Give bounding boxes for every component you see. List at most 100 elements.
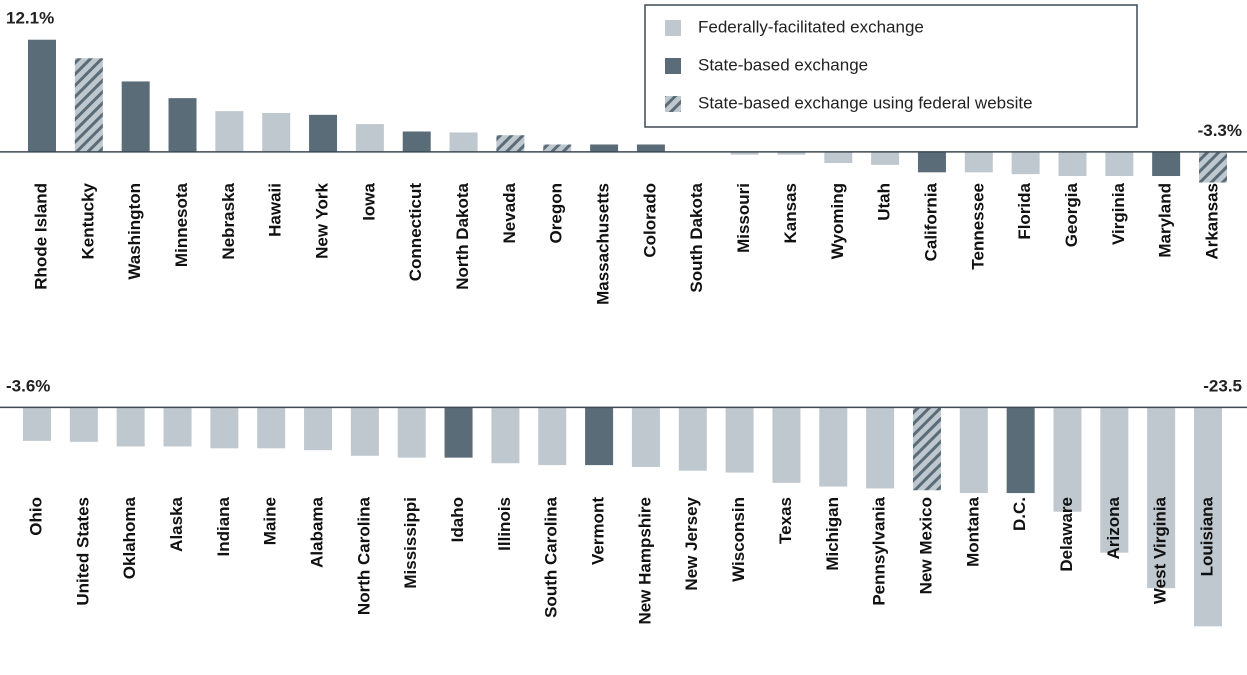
x-tick-label: Washington [125, 183, 144, 280]
bar [1199, 151, 1227, 183]
x-tick-label: Wyoming [828, 183, 847, 259]
bar [491, 407, 520, 464]
bar [449, 132, 478, 152]
x-tick-label: Mississippi [401, 497, 420, 589]
bar [964, 151, 993, 173]
x-tick-label: Maine [261, 497, 280, 545]
bar [636, 144, 665, 152]
bar [397, 407, 426, 458]
x-tick-label: Hawaii [266, 183, 285, 237]
bar [871, 151, 900, 165]
legend-label: Federally-facilitated exchange [698, 17, 924, 36]
value-label: -3.3% [1198, 121, 1242, 140]
bar [262, 112, 291, 152]
bar [1100, 407, 1129, 553]
bar [355, 124, 384, 152]
x-tick-label: United States [73, 497, 92, 606]
x-tick-label: Oregon [547, 183, 566, 243]
x-tick-label: West Virginia [1151, 496, 1170, 604]
value-label: -3.6% [6, 376, 50, 395]
x-tick-label: South Dakota [687, 182, 706, 292]
bar [777, 151, 806, 155]
x-tick-label: Rhode Island [31, 183, 50, 290]
bar [402, 131, 431, 152]
bar [725, 407, 754, 473]
x-tick-label: Colorado [640, 183, 659, 258]
x-tick-label: Delaware [1057, 497, 1076, 572]
bar [28, 39, 56, 152]
bar [912, 407, 941, 491]
x-tick-label: Georgia [1062, 182, 1081, 247]
x-tick-label: Vermont [589, 497, 608, 565]
x-tick-label: South Carolina [542, 496, 561, 617]
bar [1194, 407, 1222, 627]
bar [772, 407, 801, 483]
x-tick-label: California [921, 182, 940, 261]
x-tick-label: Idaho [448, 497, 467, 542]
x-tick-label: New Jersey [682, 496, 701, 590]
bar [444, 407, 473, 458]
x-tick-label: Indiana [214, 496, 233, 556]
x-tick-label: Kansas [781, 183, 800, 243]
legend-swatch [665, 58, 681, 74]
x-tick-label: North Dakota [453, 182, 472, 289]
x-tick-label: North Carolina [354, 496, 373, 615]
x-tick-label: Texas [776, 497, 795, 544]
x-tick-label: Maryland [1156, 183, 1175, 258]
x-tick-label: Massachusetts [594, 183, 613, 305]
x-tick-label: Arizona [1104, 496, 1123, 559]
x-tick-label: Nevada [500, 182, 519, 243]
x-tick-label: Alaska [167, 496, 186, 551]
x-tick-label: Pennsylvania [870, 496, 889, 605]
legend-label: State-based exchange using federal websi… [698, 93, 1033, 112]
bar [1053, 407, 1082, 512]
bar [210, 407, 239, 449]
bar [866, 407, 895, 489]
x-tick-label: Florida [1015, 182, 1034, 239]
bar [678, 407, 707, 471]
value-label: 12.1% [6, 9, 54, 28]
bar [163, 407, 192, 447]
bar [69, 407, 98, 442]
bar [543, 144, 572, 152]
bar [257, 407, 286, 449]
bar [304, 407, 333, 451]
x-tick-label: Ohio [26, 497, 45, 536]
x-tick-label: Michigan [823, 497, 842, 571]
x-tick-label: Oklahoma [120, 496, 139, 579]
x-tick-label: Virginia [1109, 182, 1128, 245]
x-tick-label: Nebraska [219, 182, 238, 259]
bar [496, 135, 525, 152]
x-tick-label: Louisiana [1197, 496, 1216, 576]
x-tick-label: Montana [963, 496, 982, 566]
x-tick-label: Alabama [308, 496, 327, 567]
x-tick-label: Iowa [359, 182, 378, 220]
bar [959, 407, 988, 494]
bar [168, 98, 197, 152]
bar [1105, 151, 1134, 177]
x-tick-label: Arkansas [1202, 183, 1221, 260]
bar [23, 407, 51, 441]
x-tick-label: Illinois [495, 497, 514, 551]
x-tick-label: Kentucky [78, 182, 97, 259]
bar [824, 151, 853, 164]
bar [1011, 151, 1040, 175]
bar [350, 407, 379, 456]
bar [309, 114, 338, 152]
x-tick-label: Tennessee [968, 183, 987, 270]
bar [74, 58, 103, 152]
x-tick-label: Missouri [734, 183, 753, 253]
bar [585, 407, 614, 466]
bar [1058, 151, 1087, 177]
bar [730, 151, 759, 155]
x-tick-label: Minnesota [172, 182, 191, 267]
bar [1152, 151, 1181, 177]
x-tick-label: Wisconsin [729, 497, 748, 582]
x-tick-label: Connecticut [406, 183, 425, 282]
x-tick-label: D.C. [1010, 497, 1029, 531]
bar [116, 407, 145, 447]
x-tick-label: New Hampshire [635, 497, 654, 625]
bar [917, 151, 946, 173]
bar [215, 111, 244, 152]
